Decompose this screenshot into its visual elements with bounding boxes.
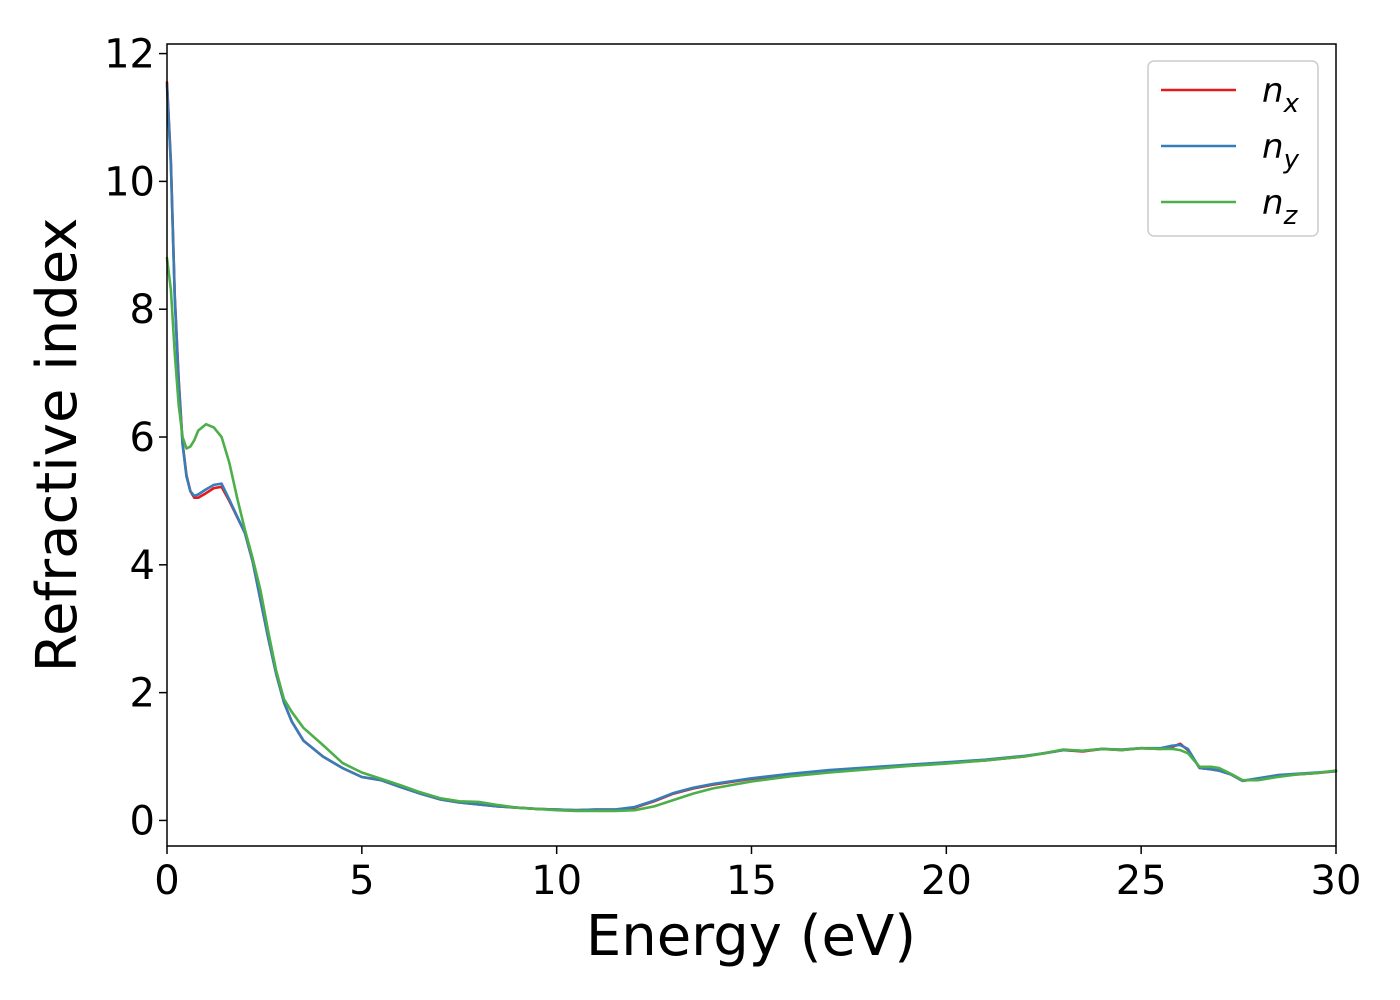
- series-layer: [165, 81, 1338, 813]
- y-tick-label: 10: [104, 159, 155, 205]
- legend-box: [1147, 60, 1319, 237]
- y-tick-label: 0: [130, 798, 155, 844]
- x-tick-label: 15: [726, 858, 777, 904]
- y-tick-label: 8: [130, 287, 155, 333]
- y-tick-label: 12: [104, 32, 155, 78]
- x-tick-label: 25: [1116, 858, 1167, 904]
- x-tick-label: 30: [1311, 858, 1362, 904]
- y-tick-label: 4: [130, 543, 155, 589]
- y-tick-label: 6: [130, 415, 155, 461]
- y-tick-label: 2: [130, 671, 155, 717]
- series-line-nz: [165, 256, 1338, 813]
- x-axis-ticks: 0 5 10 15 20 25 30: [154, 846, 1361, 904]
- x-tick-label: 20: [921, 858, 972, 904]
- y-axis-title: Refractive index: [25, 218, 90, 673]
- x-tick-label: 10: [531, 858, 582, 904]
- x-tick-label: 5: [349, 858, 374, 904]
- x-tick-label: 0: [154, 858, 179, 904]
- y-axis-ticks: 0 2 4 6 8 10 12: [104, 32, 167, 844]
- x-axis-title: Energy (eV): [586, 904, 916, 969]
